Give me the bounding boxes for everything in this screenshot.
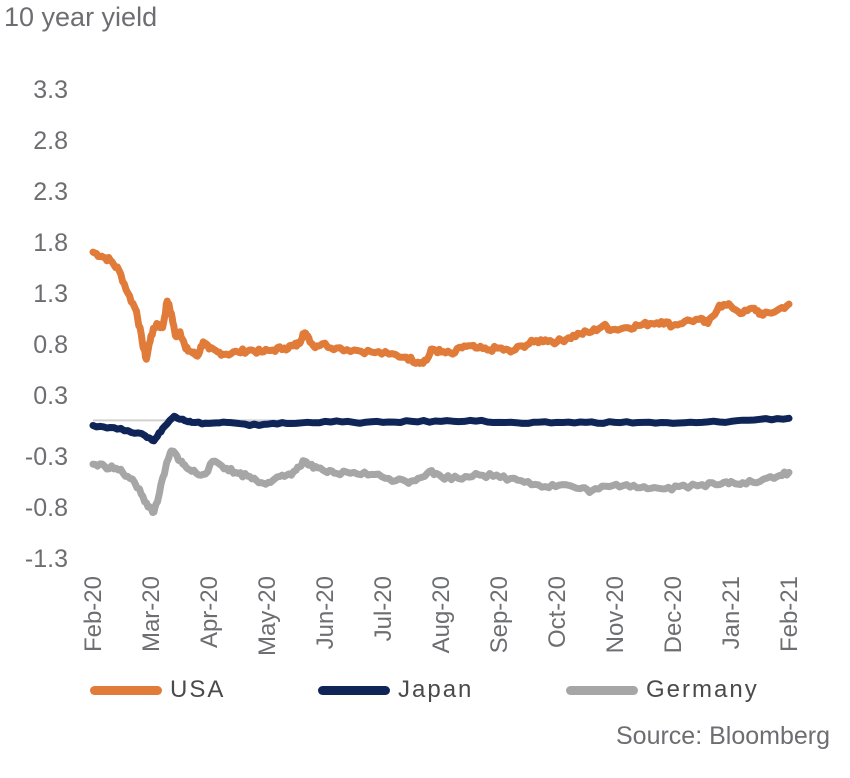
x-tick-label: Jun-20 <box>312 576 339 649</box>
legend-item-usa: USA <box>90 676 225 704</box>
y-axis: 3.3 2.8 2.3 1.8 1.3 0.8 0.3 -0.3 -0.8 -1.3 <box>25 76 68 573</box>
x-tick-label: Feb-20 <box>80 576 107 652</box>
x-tick-label: Aug-20 <box>428 576 455 653</box>
line-chart: 3.3 2.8 2.3 1.8 1.3 0.8 0.3 -0.3 -0.8 -1.3 Feb-20… <box>25 76 803 656</box>
legend: USA Japan Germany <box>86 676 806 706</box>
legend-item-germany: Germany <box>566 676 759 704</box>
y-tick-label: 3.3 <box>33 76 68 104</box>
series-line-japan <box>89 412 793 445</box>
y-tick-label: -0.8 <box>25 494 68 522</box>
legend-swatch-usa <box>90 685 162 695</box>
legend-label-germany: Germany <box>646 676 759 703</box>
x-tick-label: May-20 <box>254 576 281 656</box>
series-group <box>89 248 793 516</box>
y-tick-label: 2.8 <box>33 127 68 155</box>
legend-swatch-japan <box>318 685 390 695</box>
y-tick-label: -0.3 <box>25 443 68 471</box>
x-tick-label: Mar-20 <box>138 576 165 652</box>
series-line-germany <box>89 447 793 516</box>
legend-label-japan: Japan <box>398 676 474 703</box>
x-tick-label: Jul-20 <box>370 576 397 641</box>
legend-item-japan: Japan <box>318 676 473 704</box>
y-tick-label: 0.8 <box>33 331 68 359</box>
y-tick-label: 0.3 <box>33 382 68 410</box>
x-tick-label: Dec-20 <box>660 576 687 653</box>
chart-title: 10 year yield <box>4 2 158 32</box>
y-tick-label: 1.8 <box>33 229 68 257</box>
x-tick-label: Nov-20 <box>602 576 629 653</box>
y-tick-label: 2.3 <box>33 178 68 206</box>
x-tick-label: Feb-21 <box>776 576 803 652</box>
y-tick-label: -1.3 <box>25 545 68 573</box>
legend-label-usa: USA <box>170 676 226 703</box>
series-line-usa <box>89 248 793 367</box>
source-note: Source: Bloomberg <box>615 722 830 750</box>
x-tick-label: Apr-20 <box>196 576 223 648</box>
x-axis: Feb-20 Mar-20 Apr-20 May-20 Jun-20 Jul-20 Aug-… <box>80 576 803 656</box>
y-tick-label: 1.3 <box>33 280 68 308</box>
legend-swatch-germany <box>566 685 638 695</box>
x-tick-label: Sep-20 <box>486 576 513 653</box>
x-tick-label: Oct-20 <box>544 576 571 648</box>
x-tick-label: Jan-21 <box>718 576 745 649</box>
